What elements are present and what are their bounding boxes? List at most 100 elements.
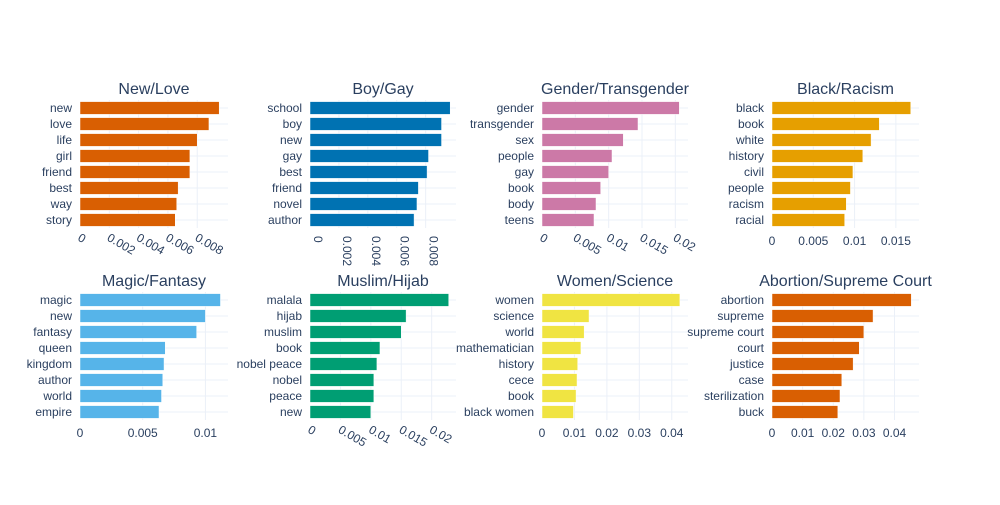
bar-story: [79, 213, 176, 227]
bar-book: [771, 117, 880, 131]
bar-abortion: [771, 293, 912, 307]
category-label: love: [50, 117, 72, 131]
bar-world: [541, 325, 585, 339]
bar-people: [771, 181, 851, 195]
category-label: boy: [283, 117, 302, 131]
category-label: author: [38, 373, 72, 387]
bar-hijab: [309, 309, 407, 323]
x-tick-label: 0: [769, 234, 776, 248]
bar-muslim: [309, 325, 402, 339]
category-label: hijab: [277, 309, 303, 323]
x-tick-label: 0: [76, 230, 89, 246]
bar-book: [309, 341, 381, 355]
category-label: new: [50, 309, 72, 323]
category-label: sterilization: [704, 389, 764, 403]
x-tick-label: 0.008: [427, 236, 441, 266]
subplot-title: Gender/Transgender: [541, 81, 690, 98]
bar-life: [79, 133, 198, 147]
category-label: racial: [735, 213, 764, 227]
bar-love: [79, 117, 210, 131]
subplot-6: Muslim/Hijab malala hijab muslim book nobel p…: [237, 273, 456, 450]
category-label: book: [508, 181, 535, 195]
category-label: author: [268, 213, 302, 227]
category-label: black women: [464, 405, 534, 419]
subplot-title: Abortion/Supreme Court: [759, 273, 932, 290]
x-tick-label: 0.005: [798, 234, 828, 248]
bar-empire: [79, 405, 160, 419]
category-label: gender: [497, 101, 534, 115]
category-label: novel: [273, 197, 302, 211]
category-label: peace: [269, 389, 302, 403]
x-tick-label: 0.02: [822, 426, 846, 440]
subplot-3: Gender/Transgender gender transgender sex pe…: [470, 81, 698, 258]
category-label: new: [280, 133, 302, 147]
x-tick-label: 0.002: [105, 230, 138, 257]
category-label: muslim: [264, 325, 302, 339]
x-tick-label: 0.015: [881, 234, 911, 248]
bar-supreme-court: [771, 325, 865, 339]
category-label: transgender: [470, 117, 534, 131]
x-tick-label: 0.03: [628, 426, 652, 440]
category-label: life: [57, 133, 73, 147]
bar-kingdom: [79, 357, 165, 371]
bar-black: [771, 101, 911, 115]
bar-boy: [309, 117, 442, 131]
bar-cece: [541, 373, 578, 387]
bar-supreme: [771, 309, 874, 323]
x-tick-label: 0.002: [340, 236, 354, 266]
bar-black-women: [541, 405, 574, 419]
category-label: world: [504, 325, 534, 339]
subplot-title: Boy/Gay: [352, 81, 413, 98]
category-label: history: [499, 357, 534, 371]
category-label: book: [738, 117, 765, 131]
category-label: black: [736, 101, 765, 115]
x-tick-label: 0.01: [843, 234, 867, 248]
bar-book: [541, 389, 577, 403]
category-label: white: [735, 133, 764, 147]
category-label: world: [42, 389, 72, 403]
x-tick-label: 0.005: [571, 230, 604, 257]
category-label: gay: [283, 149, 302, 163]
category-label: empire: [35, 405, 72, 419]
category-label: teens: [505, 213, 534, 227]
bar-civil: [771, 165, 854, 179]
x-tick-label: 0: [538, 230, 551, 246]
bar-teens: [541, 213, 595, 227]
subplot-title: New/Love: [118, 81, 189, 98]
category-label: new: [50, 101, 72, 115]
category-label: fantasy: [33, 325, 72, 339]
category-label: sex: [515, 133, 534, 147]
bar-transgender: [541, 117, 639, 131]
x-tick-label: 0.01: [194, 426, 218, 440]
bar-nobel: [309, 373, 375, 387]
bar-school: [309, 101, 451, 115]
subplot-title: Black/Racism: [797, 81, 894, 98]
x-tick-label: 0.01: [366, 422, 394, 446]
bar-new: [79, 309, 206, 323]
subplot-5: Magic/Fantasy magic new fantasy queen kingdom…: [27, 273, 228, 440]
bar-new: [309, 405, 372, 419]
bar-peace: [309, 389, 375, 403]
category-label: civil: [744, 165, 764, 179]
bar-case: [771, 373, 843, 387]
category-label: girl: [56, 149, 72, 163]
bar-friend: [79, 165, 191, 179]
subplot-title: Muslim/Hijab: [337, 273, 429, 290]
x-tick-label: 0: [306, 422, 319, 438]
x-tick-label: 0.04: [660, 426, 684, 440]
category-label: racism: [729, 197, 764, 211]
category-label: way: [50, 197, 72, 211]
x-tick-label: 0.02: [595, 426, 619, 440]
bar-racial: [771, 213, 845, 227]
bar-friend: [309, 181, 419, 195]
bar-white: [771, 133, 872, 147]
x-tick-label: 0.005: [336, 422, 369, 449]
x-tick-label: 0.015: [397, 422, 430, 449]
bar-world: [79, 389, 162, 403]
category-label: friend: [42, 165, 72, 179]
category-label: people: [728, 181, 764, 195]
bar-fantasy: [79, 325, 197, 339]
bar-girl: [79, 149, 191, 163]
category-label: people: [498, 149, 534, 163]
